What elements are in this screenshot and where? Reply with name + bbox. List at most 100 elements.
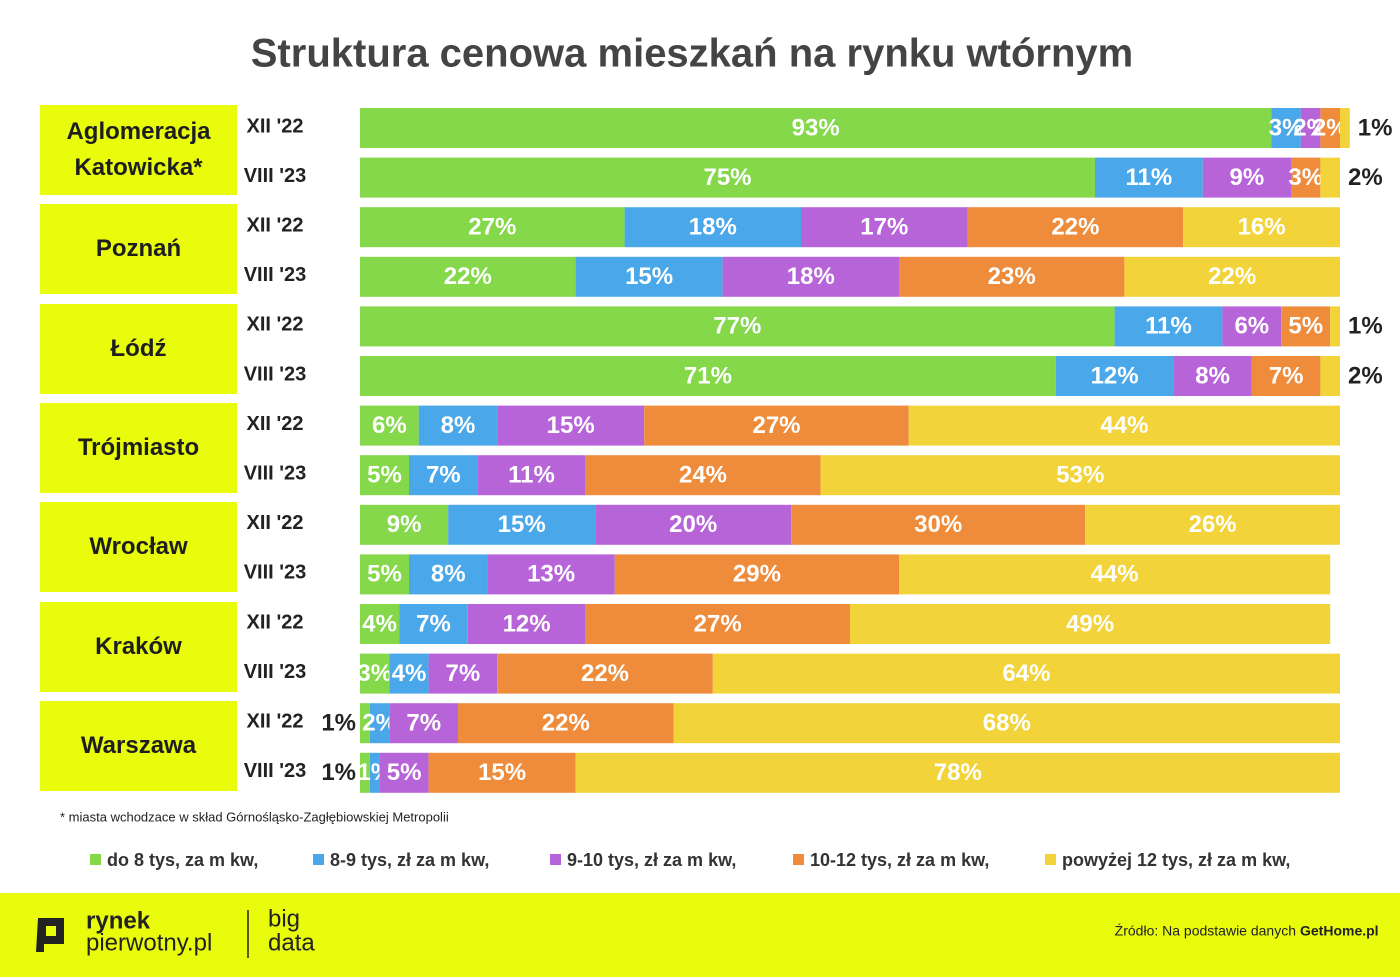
bar-segment	[1095, 157, 1203, 198]
bar-segment	[360, 455, 409, 496]
data-label: 3%	[357, 660, 392, 687]
bar-segment	[497, 405, 645, 446]
chart-title: Struktura cenowa mieszkań na rynku wtórn…	[251, 32, 1133, 76]
legend-label: 9-10 tys, zł za m kw,	[567, 850, 736, 870]
data-label: 22%	[542, 710, 590, 737]
bar-segment	[1320, 157, 1340, 198]
bar-segment	[673, 703, 1340, 744]
data-label: 24%	[679, 462, 727, 489]
data-label: 7%	[416, 610, 451, 637]
data-label: 44%	[1100, 412, 1148, 439]
bar-segment	[712, 653, 1340, 694]
data-label: 4%	[362, 610, 397, 637]
bar-segment	[614, 554, 899, 595]
bar-segment	[399, 604, 468, 644]
legend-label: 8-9 tys, zł za m kw,	[330, 850, 489, 870]
logo-text: pierwotny.pl	[86, 929, 212, 956]
bar-segment	[360, 207, 625, 248]
data-label: 27%	[468, 214, 516, 241]
data-label: 27%	[752, 412, 800, 439]
bar-segment	[458, 703, 674, 744]
data-label: 22%	[581, 660, 629, 687]
footer-band	[0, 893, 1400, 977]
data-label: 4%	[392, 660, 427, 687]
bar-segment	[360, 554, 409, 595]
bar-segment	[389, 703, 458, 744]
data-label: 22%	[444, 263, 492, 290]
bar-segment	[1330, 306, 1340, 347]
data-label: 22%	[1208, 263, 1256, 290]
data-label: 75%	[703, 164, 751, 191]
bar-segment	[908, 405, 1340, 446]
data-label: 7%	[406, 710, 441, 737]
y-tick-label: VIII '23	[244, 264, 307, 286]
bar-segment	[487, 554, 615, 595]
bar-segment	[820, 455, 1340, 496]
logo-text: data	[268, 929, 315, 956]
bar-segment	[1291, 157, 1321, 198]
data-label: 18%	[689, 214, 737, 241]
bar-segment	[428, 653, 498, 694]
data-label: 3%	[1269, 114, 1304, 141]
logo-text: big	[268, 905, 300, 932]
bar-segment	[595, 504, 792, 545]
data-label: 78%	[934, 759, 982, 786]
group-label: Trójmiasto	[40, 402, 237, 493]
bar-segment	[1114, 306, 1223, 347]
bar-segment	[360, 256, 576, 297]
bar-segment	[1320, 356, 1340, 396]
bar-segment	[967, 207, 1184, 248]
data-label: 3%	[1288, 164, 1323, 191]
bar-segment	[1340, 108, 1350, 148]
y-tick-label: VIII '23	[244, 363, 307, 385]
data-label: 53%	[1056, 462, 1104, 489]
data-label: 1%	[321, 710, 356, 737]
data-label: 8%	[441, 412, 476, 439]
bar-segment	[1320, 108, 1340, 148]
bar-segment	[850, 604, 1331, 644]
bar-segment	[1281, 306, 1331, 347]
data-label: 15%	[547, 412, 595, 439]
data-label: 30%	[914, 511, 962, 538]
data-label: 2%	[1348, 362, 1383, 389]
y-tick-label: VIII '23	[244, 760, 307, 782]
bar-segment	[585, 455, 821, 496]
data-label: 12%	[503, 610, 551, 637]
data-label: 8%	[1195, 362, 1230, 389]
data-label: 29%	[733, 561, 781, 588]
y-tick-label: XII '22	[246, 214, 303, 236]
data-label: 7%	[446, 660, 481, 687]
y-tick-label: XII '22	[246, 512, 303, 534]
bar-segment	[448, 504, 596, 545]
data-label: 5%	[367, 462, 402, 489]
legend-label: do 8 tys, za m kw,	[107, 850, 258, 870]
data-label: 77%	[713, 313, 761, 340]
data-label: 26%	[1189, 511, 1237, 538]
data-label: 23%	[988, 263, 1036, 290]
bar-segment	[428, 752, 576, 793]
bar-segment	[644, 405, 909, 446]
bar-segment	[1222, 306, 1282, 347]
data-label: 16%	[1238, 214, 1286, 241]
y-tick-label: VIII '23	[244, 165, 307, 187]
data-label: 6%	[1234, 313, 1269, 340]
data-label: 9%	[387, 511, 422, 538]
data-label: 1%	[321, 759, 356, 786]
bar-segment	[379, 752, 429, 793]
bar-segment	[467, 604, 586, 644]
data-label: 11%	[508, 462, 555, 489]
group-label: Łódź	[40, 303, 237, 394]
data-label: 64%	[1002, 660, 1050, 687]
bar-segment	[575, 256, 723, 297]
y-tick-label: XII '22	[246, 611, 303, 633]
bar-segment	[389, 653, 429, 694]
legend-swatch	[1045, 854, 1056, 865]
bar-segment	[360, 405, 419, 446]
bar-segment	[360, 703, 370, 744]
bar-segment	[1055, 356, 1174, 396]
bar-segment	[899, 256, 1125, 297]
legend-swatch	[90, 854, 101, 865]
legend-swatch	[550, 854, 561, 865]
y-tick-label: VIII '23	[244, 462, 307, 484]
